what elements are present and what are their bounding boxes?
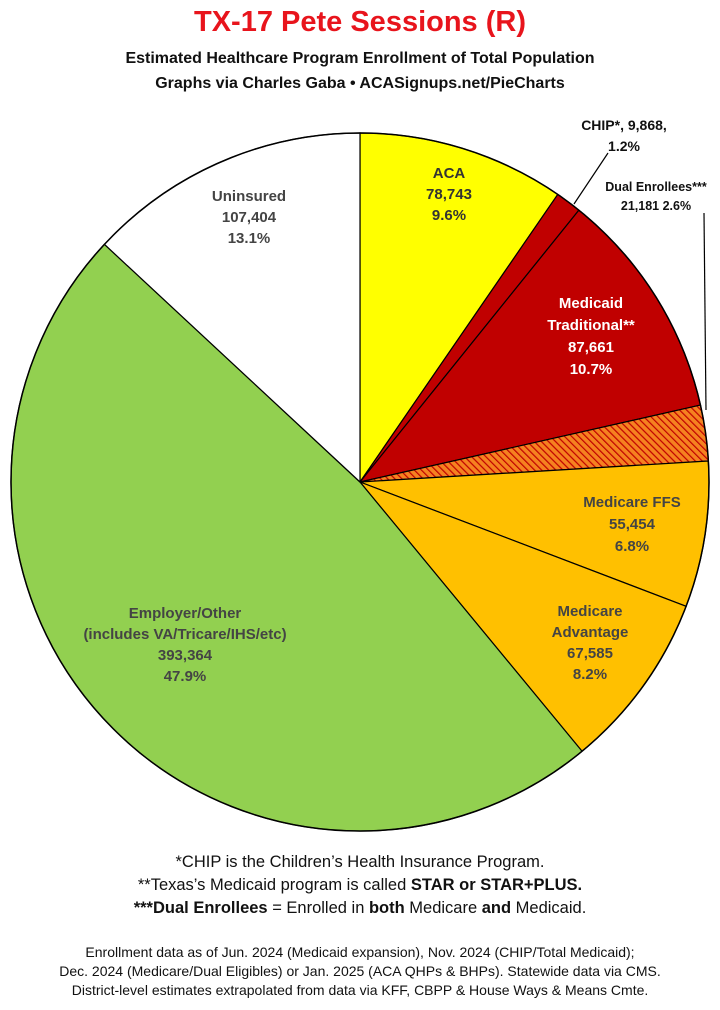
note-dual: ***Dual Enrollees = Enrolled in both Med… [0, 899, 720, 918]
slice-label-line: Medicare [557, 603, 622, 620]
source-line-2: Dec. 2024 (Medicare/Dual Eligibles) or J… [59, 963, 661, 979]
slice-label-line: ACA [433, 165, 466, 182]
chart-credit: Graphs via Charles Gaba • ACASignups.net… [155, 75, 565, 92]
slice-label-line: Advantage [552, 624, 629, 641]
note-medicaid-bold: STAR or STAR+PLUS. [410, 876, 583, 894]
note-medicaid-text: **Texas’s Medicaid program is called [137, 876, 411, 894]
slice-label-line: 13.1% [228, 230, 271, 247]
leader-line-chip [573, 152, 609, 205]
slice-label-line: 393,364 [158, 647, 213, 664]
slice-label-line: CHIP*, 9,868, [581, 117, 667, 133]
slice-label-line: 47.9% [164, 668, 207, 685]
slice-label-line: 9.6% [432, 207, 466, 224]
source-line-3: District-level estimates extrapolated fr… [71, 982, 649, 998]
leader-line-dual [703, 212, 707, 411]
pie-outline [10, 132, 710, 832]
slice-label-line: Medicare FFS [583, 494, 681, 511]
source-line-1: Enrollment data as of Jun. 2024 (Medicai… [85, 944, 635, 960]
slice-label-line: 21,181 2.6% [621, 199, 691, 213]
slice-label-line: Employer/Other [129, 605, 242, 622]
slice-label-uninsured: Uninsured 107,404 13.1% [212, 188, 286, 247]
note-dual-and: and [481, 899, 512, 917]
slice-label-medicaid: Medicaid Traditional** 87,661 10.7% [547, 295, 635, 378]
slice-label-line: 1.2% [608, 138, 640, 154]
slice-label-dual: Dual Enrollees*** 21,181 2.6% [605, 180, 707, 213]
note-chip: *CHIP is the Children’s Health Insurance… [175, 853, 545, 871]
slice-label-line: Medicaid [559, 295, 623, 312]
slice-label-line: 10.7% [570, 361, 613, 378]
slice-label-line: 67,585 [567, 645, 613, 662]
slice-label-line: 78,743 [426, 186, 472, 203]
slice-label-line: 87,661 [568, 339, 614, 356]
note-dual-text-1: = Enrolled in [267, 899, 369, 917]
slice-label-medicare-ffs: Medicare FFS 55,454 6.8% [583, 494, 681, 555]
note-dual-text-2: Medicare [404, 899, 482, 917]
chart-subtitle: Estimated Healthcare Program Enrollment … [125, 50, 595, 67]
note-dual-text-3: Medicaid. [511, 899, 587, 917]
slice-label-line: 107,404 [222, 209, 277, 226]
note-dual-both: both [368, 899, 405, 917]
note-dual-term: ***Dual Enrollees [133, 899, 268, 917]
note-medicaid: **Texas’s Medicaid program is called STA… [0, 876, 720, 895]
slice-label-line: 6.8% [615, 538, 649, 555]
slice-label-chip: CHIP*, 9,868, 1.2% [581, 117, 667, 154]
slice-label-line: Traditional** [547, 317, 635, 334]
chart-title: TX-17 Pete Sessions (R) [194, 6, 526, 38]
slice-label-aca: ACA 78,743 9.6% [426, 165, 472, 224]
slice-label-medicare-adv: Medicare Advantage 67,585 8.2% [552, 603, 629, 683]
slice-label-line: (includes VA/Tricare/IHS/etc) [83, 626, 286, 643]
slice-label-line: Dual Enrollees*** [605, 180, 707, 194]
slice-label-line: 55,454 [609, 516, 656, 533]
slice-label-line: 8.2% [573, 666, 607, 683]
slice-label-line: Uninsured [212, 188, 286, 205]
pie-chart: ACA 78,743 9.6% CHIP*, 9,868, 1.2% Medicaid Tr… [10, 117, 710, 832]
slice-label-employer: Employer/Other (includes VA/Tricare/IHS/e… [83, 605, 286, 685]
